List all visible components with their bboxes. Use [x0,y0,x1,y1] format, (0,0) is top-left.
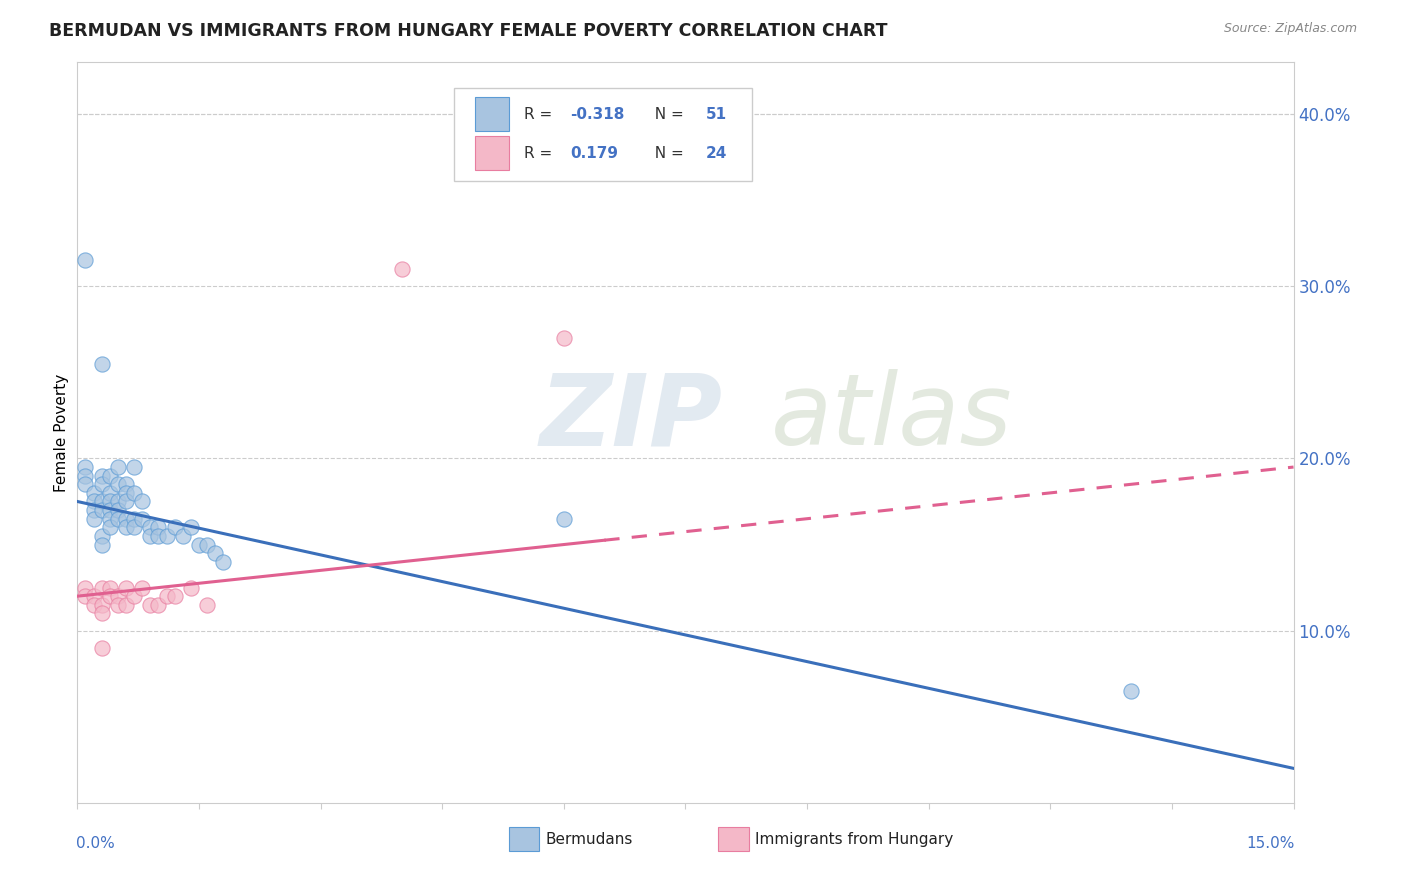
Point [90,468,112,483]
Point [107,598,129,612]
Point [148,598,170,612]
FancyBboxPatch shape [475,136,509,170]
Point [115,477,138,491]
Point [98,503,121,517]
Point [139,598,162,612]
Text: 15.0%: 15.0% [1246,836,1295,851]
Point [115,486,138,500]
Point [107,589,129,603]
Point [107,494,129,508]
FancyBboxPatch shape [718,827,748,851]
Point [155,529,177,543]
Point [148,520,170,534]
FancyBboxPatch shape [454,88,752,181]
Point [122,460,145,475]
Point [98,468,121,483]
Point [148,529,170,543]
Point [83,503,105,517]
Point [90,494,112,508]
Point [107,460,129,475]
Text: Bermudans: Bermudans [546,831,633,847]
Point [122,512,145,526]
Text: -0.318: -0.318 [569,107,624,121]
Point [1121,684,1143,698]
Point [553,512,575,526]
FancyBboxPatch shape [509,827,540,851]
Point [131,494,153,508]
Point [83,494,105,508]
Point [98,589,121,603]
Point [172,529,194,543]
Point [90,357,112,371]
Text: ZIP: ZIP [540,369,723,467]
Point [115,494,138,508]
Point [75,460,97,475]
Point [115,520,138,534]
Point [98,486,121,500]
Text: BERMUDAN VS IMMIGRANTS FROM HUNGARY FEMALE POVERTY CORRELATION CHART: BERMUDAN VS IMMIGRANTS FROM HUNGARY FEMA… [49,22,887,40]
Point [163,520,186,534]
Text: N =: N = [645,107,689,121]
Point [553,331,575,345]
Point [98,494,121,508]
Point [98,512,121,526]
Text: R =: R = [523,146,561,161]
Point [180,581,202,595]
Point [90,537,112,551]
Point [188,537,211,551]
Text: 0.0%: 0.0% [76,836,115,851]
Point [98,520,121,534]
Text: 24: 24 [706,146,727,161]
Text: 0.179: 0.179 [569,146,617,161]
Point [155,589,177,603]
Text: 51: 51 [706,107,727,121]
Point [90,607,112,621]
Point [115,512,138,526]
Point [195,537,218,551]
Point [107,503,129,517]
Point [75,589,97,603]
Point [180,520,202,534]
Point [139,520,162,534]
Point [122,520,145,534]
Point [115,598,138,612]
Point [204,546,226,560]
FancyBboxPatch shape [475,97,509,131]
Point [83,589,105,603]
Point [90,598,112,612]
Point [75,468,97,483]
Point [75,477,97,491]
Point [98,581,121,595]
Point [131,581,153,595]
Point [212,555,235,569]
Point [163,589,186,603]
Point [131,512,153,526]
Point [139,529,162,543]
Point [122,486,145,500]
Text: R =: R = [523,107,557,121]
Point [75,581,97,595]
Point [75,253,97,268]
Point [83,512,105,526]
Point [83,598,105,612]
Point [90,503,112,517]
Point [122,589,145,603]
Point [195,598,218,612]
Text: Source: ZipAtlas.com: Source: ZipAtlas.com [1223,22,1357,36]
Text: N =: N = [645,146,689,161]
Point [107,477,129,491]
Point [90,529,112,543]
Point [83,486,105,500]
Y-axis label: Female Poverty: Female Poverty [53,374,69,491]
Point [90,640,112,655]
Point [115,581,138,595]
Text: Immigrants from Hungary: Immigrants from Hungary [755,831,953,847]
Text: atlas: atlas [770,369,1012,467]
Point [391,262,413,277]
Point [107,512,129,526]
Point [90,581,112,595]
Point [90,477,112,491]
